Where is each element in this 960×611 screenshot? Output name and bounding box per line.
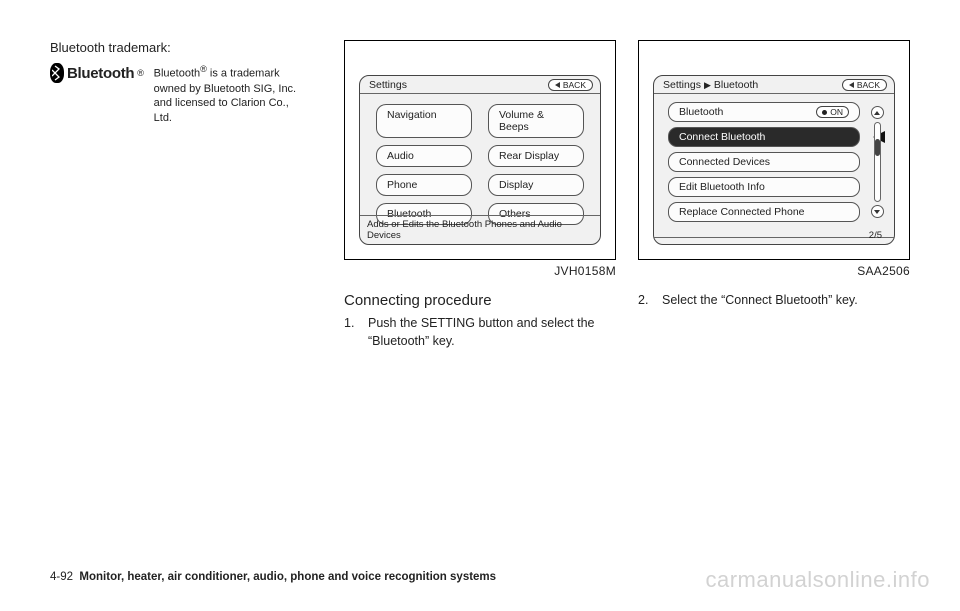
audio-button[interactable]: Audio [376, 145, 472, 167]
breadcrumb-sep-icon: ▶ [704, 80, 711, 90]
watermark-text: carmanualsonline.info [705, 567, 930, 593]
screen1-title: Settings [369, 79, 407, 91]
chevron-down-icon [874, 210, 880, 214]
rear-display-button[interactable]: Rear Display [488, 145, 584, 167]
chevron-up-icon [874, 111, 880, 115]
scroll-thumb[interactable] [875, 139, 880, 156]
display-button[interactable]: Display [488, 174, 584, 196]
column-1: Bluetooth trademark: Bluetooth® Bluetoot… [50, 40, 322, 350]
screen2-list: Bluetooth ON Connect Bluetooth Connected… [668, 102, 860, 222]
scroll-down-button[interactable] [871, 205, 884, 218]
back-label: BACK [563, 80, 586, 90]
screen2-titlebar: Settings▶Bluetooth BACK [654, 76, 894, 94]
bluetooth-logo-reg: ® [137, 68, 143, 78]
page-number: 4-92 [50, 571, 73, 583]
page-footer: 4-92 Monitor, heater, air conditioner, a… [50, 571, 496, 583]
crumb-1: Settings [663, 79, 701, 91]
on-dot-icon [822, 110, 827, 115]
bluetooth-icon [50, 63, 64, 83]
column-3: Settings▶Bluetooth BACK Bluetooth ON [638, 40, 910, 350]
figure-1-label: JVH0158M [344, 264, 616, 278]
screenshot-2-screen: Settings▶Bluetooth BACK Bluetooth ON [653, 75, 895, 245]
back-arrow-icon [555, 82, 560, 88]
nav-button[interactable]: Navigation [376, 104, 472, 138]
trademark-heading: Bluetooth trademark: [50, 40, 322, 55]
connect-bt-row[interactable]: Connect Bluetooth [668, 127, 860, 147]
on-indicator: ON [816, 106, 849, 118]
on-text: ON [830, 107, 843, 117]
crumb-2: Bluetooth [714, 79, 758, 91]
section-title: Monitor, heater, air conditioner, audio,… [79, 571, 496, 583]
desc-word: Bluetooth [154, 68, 200, 80]
back-arrow-icon [849, 82, 854, 88]
trademark-text: Bluetooth® is a trademark owned by Bluet… [154, 63, 296, 126]
step-1-num: 1. [344, 315, 358, 350]
screen1-hint: Adds or Edits the Bluetooth Phones and A… [360, 215, 600, 244]
desc-l4: Ltd. [154, 112, 172, 124]
connected-devices-row[interactable]: Connected Devices [668, 152, 860, 172]
screenshot-1-frame: Settings BACK Navigation Volume & Beeps … [344, 40, 616, 260]
connecting-subhead: Connecting procedure [344, 292, 616, 309]
edit-bt-row[interactable]: Edit Bluetooth Info [668, 177, 860, 197]
screenshot-2-frame: Settings▶Bluetooth BACK Bluetooth ON [638, 40, 910, 260]
screenshot-1-screen: Settings BACK Navigation Volume & Beeps … [359, 75, 601, 245]
desc-l1b: is a trademark [207, 68, 280, 80]
step-2-text: Select the “Connect Bluetooth” key. [662, 292, 858, 310]
back-button[interactable]: BACK [548, 79, 593, 91]
step-2: 2. Select the “Connect Bluetooth” key. [638, 292, 910, 310]
column-2: Settings BACK Navigation Volume & Beeps … [344, 40, 616, 350]
screen2-bottom: 2/5 [654, 237, 894, 244]
step-1-text: Push the SETTING button and select the “… [368, 315, 616, 350]
figure-2-label: SAA2506 [638, 264, 910, 278]
page-columns: Bluetooth trademark: Bluetooth® Bluetoot… [50, 40, 910, 350]
trademark-row: Bluetooth® Bluetooth® is a trademark own… [50, 63, 322, 126]
bluetooth-logo-text: Bluetooth [67, 65, 134, 82]
bt-toggle-label: Bluetooth [679, 106, 723, 118]
bt-toggle-row[interactable]: Bluetooth ON [668, 102, 860, 122]
scroll-up-button[interactable] [871, 106, 884, 119]
screen2-breadcrumb: Settings▶Bluetooth [663, 79, 758, 91]
screen2-counter: 2/5 [869, 230, 882, 241]
bluetooth-logo: Bluetooth® [50, 63, 144, 83]
scroll-track[interactable] [874, 122, 881, 202]
screen1-grid: Navigation Volume & Beeps Audio Rear Dis… [376, 104, 584, 225]
back-label: BACK [857, 80, 880, 90]
connect-bt-label: Connect Bluetooth [679, 131, 765, 143]
desc-reg: ® [200, 64, 207, 74]
step-2-num: 2. [638, 292, 652, 310]
phone-button[interactable]: Phone [376, 174, 472, 196]
screen2-scrollbar[interactable] [870, 106, 884, 218]
screen1-titlebar: Settings BACK [360, 76, 600, 94]
back-button[interactable]: BACK [842, 79, 887, 91]
desc-l3: and licensed to Clarion Co., [154, 97, 289, 109]
volume-button[interactable]: Volume & Beeps [488, 104, 584, 138]
step-1: 1. Push the SETTING button and select th… [344, 315, 616, 350]
replace-phone-row[interactable]: Replace Connected Phone [668, 202, 860, 222]
desc-l2: owned by Bluetooth SIG, Inc. [154, 83, 296, 95]
